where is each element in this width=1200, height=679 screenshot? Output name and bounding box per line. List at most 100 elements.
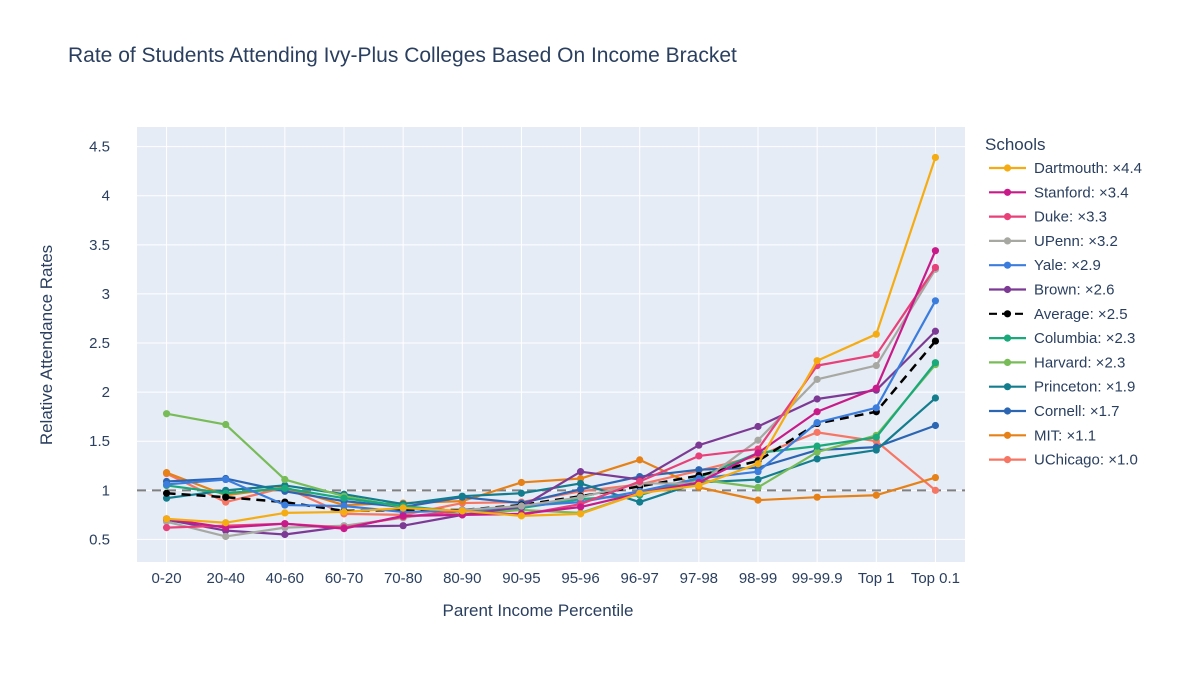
data-point[interactable]: [813, 448, 821, 456]
data-point[interactable]: [872, 491, 880, 499]
legend-item[interactable]: Cornell: ×1.7: [989, 403, 1119, 420]
legend-item[interactable]: Columbia: ×2.3: [989, 330, 1135, 347]
data-point[interactable]: [222, 493, 230, 501]
data-point[interactable]: [931, 394, 940, 402]
data-point[interactable]: [340, 502, 348, 510]
data-point[interactable]: [754, 449, 762, 457]
legend-item[interactable]: Harvard: ×2.3: [989, 354, 1125, 371]
data-point[interactable]: [636, 477, 644, 486]
data-point[interactable]: [458, 492, 466, 500]
data-point[interactable]: [931, 247, 940, 255]
data-point[interactable]: [281, 475, 289, 484]
data-point[interactable]: [872, 384, 880, 392]
data-point[interactable]: [162, 410, 171, 418]
data-point[interactable]: [695, 481, 703, 490]
data-point[interactable]: [162, 480, 171, 489]
data-point[interactable]: [517, 489, 526, 497]
data-point[interactable]: [340, 494, 348, 502]
legend-item[interactable]: Average: ×2.5: [989, 306, 1128, 323]
data-point[interactable]: [162, 469, 171, 477]
legend-item[interactable]: Duke: ×3.3: [989, 209, 1107, 226]
data-point[interactable]: [872, 330, 880, 338]
data-point[interactable]: [281, 509, 289, 517]
data-point[interactable]: [636, 489, 644, 497]
legend-item[interactable]: Stanford: ×3.4: [989, 184, 1129, 201]
data-point[interactable]: [399, 522, 407, 530]
data-point[interactable]: [754, 496, 762, 504]
legend[interactable]: Schools Dartmouth: ×4.4 Stanford: ×3.4 Duk…: [985, 135, 1142, 469]
data-point[interactable]: [931, 359, 940, 367]
data-point[interactable]: [340, 508, 348, 516]
data-point[interactable]: [931, 263, 940, 272]
data-point[interactable]: [931, 421, 940, 430]
data-point[interactable]: [695, 452, 703, 460]
data-point[interactable]: [813, 357, 821, 365]
data-point[interactable]: [872, 446, 880, 454]
data-point[interactable]: [754, 436, 762, 444]
data-point[interactable]: [576, 493, 585, 501]
data-point[interactable]: [754, 468, 762, 476]
data-point[interactable]: [162, 524, 171, 532]
data-point[interactable]: [754, 483, 762, 491]
data-point[interactable]: [281, 501, 289, 509]
legend-item[interactable]: MIT: ×1.1: [989, 427, 1096, 444]
x-tick-label: 60-70: [325, 570, 363, 587]
data-point[interactable]: [222, 475, 230, 484]
data-point[interactable]: [872, 433, 880, 441]
legend-label: Cornell: ×1.7: [1034, 403, 1119, 420]
data-point[interactable]: [576, 503, 585, 511]
data-point[interactable]: [222, 420, 230, 429]
data-point[interactable]: [813, 493, 821, 501]
data-point[interactable]: [813, 428, 821, 436]
x-tick-label: 90-95: [502, 570, 540, 587]
data-point[interactable]: [517, 478, 526, 487]
data-point[interactable]: [636, 498, 644, 506]
legend-item[interactable]: Brown: ×2.6: [989, 282, 1114, 299]
data-point[interactable]: [931, 473, 940, 482]
data-point[interactable]: [813, 455, 821, 463]
x-tick-label: 40-60: [266, 570, 304, 587]
data-point[interactable]: [162, 489, 171, 497]
legend-item[interactable]: Dartmouth: ×4.4: [989, 160, 1142, 177]
data-point[interactable]: [576, 485, 585, 493]
data-point[interactable]: [931, 337, 940, 345]
data-point[interactable]: [458, 507, 466, 515]
data-point[interactable]: [222, 532, 230, 541]
data-point[interactable]: [281, 520, 289, 528]
data-point[interactable]: [695, 441, 703, 449]
data-point[interactable]: [222, 519, 230, 527]
data-point[interactable]: [754, 422, 762, 431]
data-point[interactable]: [399, 504, 407, 512]
data-point[interactable]: [281, 530, 289, 539]
data-point[interactable]: [872, 362, 880, 370]
data-point[interactable]: [340, 525, 348, 533]
data-point[interactable]: [695, 466, 703, 474]
data-point[interactable]: [813, 442, 821, 450]
data-point[interactable]: [754, 475, 762, 484]
data-point[interactable]: [931, 486, 940, 494]
legend-item[interactable]: Yale: ×2.9: [989, 257, 1101, 274]
legend-swatch-marker: [1003, 358, 1012, 366]
data-point[interactable]: [872, 404, 880, 412]
data-point[interactable]: [517, 502, 526, 510]
data-point[interactable]: [576, 510, 585, 518]
data-point[interactable]: [754, 460, 762, 468]
data-point[interactable]: [576, 468, 585, 476]
data-point[interactable]: [931, 327, 940, 335]
data-point[interactable]: [813, 418, 821, 427]
data-point[interactable]: [872, 351, 880, 359]
data-point[interactable]: [399, 512, 407, 520]
data-point[interactable]: [931, 297, 940, 305]
data-point[interactable]: [813, 395, 821, 403]
data-point[interactable]: [281, 484, 289, 492]
data-point[interactable]: [576, 479, 585, 488]
data-point[interactable]: [813, 408, 821, 416]
legend-item[interactable]: UChicago: ×1.0: [989, 452, 1138, 469]
data-point[interactable]: [931, 153, 940, 162]
legend-item[interactable]: UPenn: ×3.2: [989, 233, 1118, 250]
legend-item[interactable]: Princeton: ×1.9: [989, 379, 1135, 396]
data-point[interactable]: [813, 375, 821, 383]
data-point[interactable]: [636, 456, 644, 464]
data-point[interactable]: [517, 512, 526, 520]
data-point[interactable]: [162, 515, 171, 523]
